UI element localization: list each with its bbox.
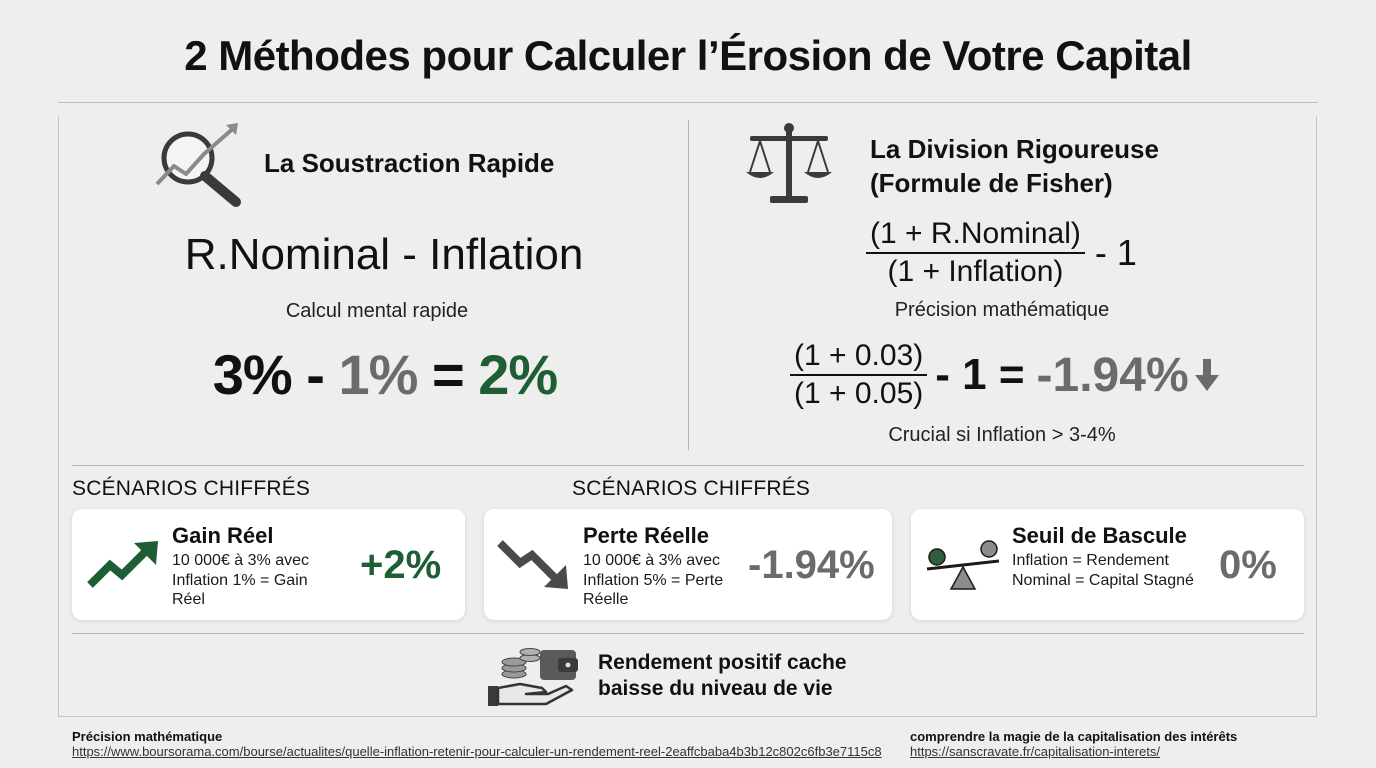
hand-coins-wallet-icon [488, 648, 578, 706]
scenario-value: +2% [360, 543, 442, 587]
fisher-numerator: (1 + R.Nominal) [870, 217, 1081, 250]
down-arrow-icon [1194, 359, 1219, 391]
scenario-title: Perte Réelle [583, 523, 709, 548]
fisher-denominator: (1 + Inflation) [887, 255, 1064, 288]
scenario-title: Seuil de Bascule [1012, 523, 1187, 548]
right-panel-title: La Division Rigoureuse (Formule de Fishe… [870, 132, 1159, 200]
source-label: Précision mathématique [72, 729, 223, 744]
scenario-card-threshold: Seuil de Bascule Inflation = Rendement N… [911, 509, 1304, 620]
scenario-desc-line: Réelle [583, 591, 629, 608]
nominal-rate: 3% [212, 343, 293, 406]
magnifier-trend-icon [155, 123, 241, 207]
scenario-desc-line: Inflation 1% = Gain [172, 571, 308, 589]
right-panel-title-line1: La Division Rigoureuse [870, 134, 1159, 164]
scenario-desc-line: Inflation 5% = Perte [583, 571, 724, 589]
inflation-rate: 1% [338, 343, 419, 406]
scenarios-heading-left: SCÉNARIOS CHIFFRÉS [72, 477, 311, 500]
title-divider [58, 102, 1318, 103]
scenario-desc-line: Réel [172, 591, 205, 608]
scenario-desc-line: 10 000€ à 3% avec [172, 552, 309, 569]
example-numerator: (1 + 0.03) [794, 339, 924, 372]
frame-border-bottom [58, 716, 1317, 717]
conclusion-line2: baisse du niveau de vie [598, 677, 833, 700]
scenario-desc-line: Inflation = Rendement [1012, 552, 1169, 569]
conclusion-divider [72, 633, 1304, 634]
example-fraction-bar [790, 374, 928, 376]
example-suffix: - 1 = [935, 350, 1025, 399]
source-label: comprendre la magie de la capitalisation… [910, 729, 1238, 744]
section-divider [72, 465, 1304, 466]
real-rate-result: 2% [478, 343, 558, 406]
fisher-note: Crucial si Inflation > 3-4% [888, 424, 1116, 446]
scenario-desc-line: Nominal = Capital Stagné [1012, 571, 1194, 589]
trend-up-arrow-icon [87, 541, 158, 588]
scenario-title: Gain Réel [172, 523, 274, 548]
fraction-bar [866, 252, 1085, 254]
scenario-description: 10 000€ à 3% avec Inflation 5% = Perte R… [583, 551, 755, 610]
minus-sign: - [306, 343, 325, 406]
example-denominator: (1 + 0.05) [794, 377, 924, 410]
conclusion-text: Rendement positif cache baisse du niveau… [598, 650, 847, 702]
right-panel-title-line2: (Formule de Fisher) [870, 168, 1113, 198]
real-loss-result: -1.94% [1036, 348, 1189, 402]
subtraction-formula: R.Nominal - Inflation [184, 230, 584, 279]
source-left: Précision mathématique https://www.bours… [72, 729, 882, 759]
right-panel-caption: Précision mathématique [894, 299, 1110, 321]
seesaw-balance-icon [926, 540, 1000, 590]
left-panel-title: La Soustraction Rapide [264, 148, 555, 178]
frame-border-left [58, 116, 59, 716]
scenario-description: 10 000€ à 3% avec Inflation 1% = Gain Ré… [172, 551, 342, 610]
fisher-formula: (1 + R.Nominal) (1 + Inflation) - 1 [866, 216, 1137, 290]
source-link[interactable]: https://www.boursorama.com/bourse/actual… [72, 744, 882, 759]
source-link[interactable]: https://sanscravate.fr/capitalisation-in… [910, 744, 1161, 759]
frame-border-right [1316, 116, 1317, 716]
fisher-suffix: - 1 [1094, 232, 1137, 273]
panel-divider [688, 120, 689, 450]
left-panel-caption: Calcul mental rapide [285, 300, 469, 322]
scenario-card-loss: Perte Réelle 10 000€ à 3% avec Inflation… [484, 509, 892, 620]
scales-icon [746, 123, 832, 203]
scenario-value: 0% [1219, 543, 1277, 587]
scenario-desc-line: 10 000€ à 3% avec [583, 552, 720, 569]
fisher-example: (1 + 0.03) (1 + 0.05) - 1 = -1.94% [790, 338, 1221, 412]
page-title: 2 Méthodes pour Calculer l’Érosion de Vo… [184, 32, 1192, 79]
scenario-value: -1.94% [748, 543, 875, 587]
trend-down-arrow-icon [497, 540, 568, 589]
scenarios-heading-center: SCÉNARIOS CHIFFRÉS [572, 477, 811, 500]
conclusion-line1: Rendement positif cache [598, 651, 847, 674]
scenario-card-gain: Gain Réel 10 000€ à 3% avec Inflation 1%… [72, 509, 465, 620]
subtraction-example: 3% - 1% = 2% [120, 342, 650, 407]
equals-sign: = [432, 343, 465, 406]
source-right: comprendre la magie de la capitalisation… [910, 729, 1237, 759]
scenario-description: Inflation = Rendement Nominal = Capital … [1012, 551, 1212, 590]
